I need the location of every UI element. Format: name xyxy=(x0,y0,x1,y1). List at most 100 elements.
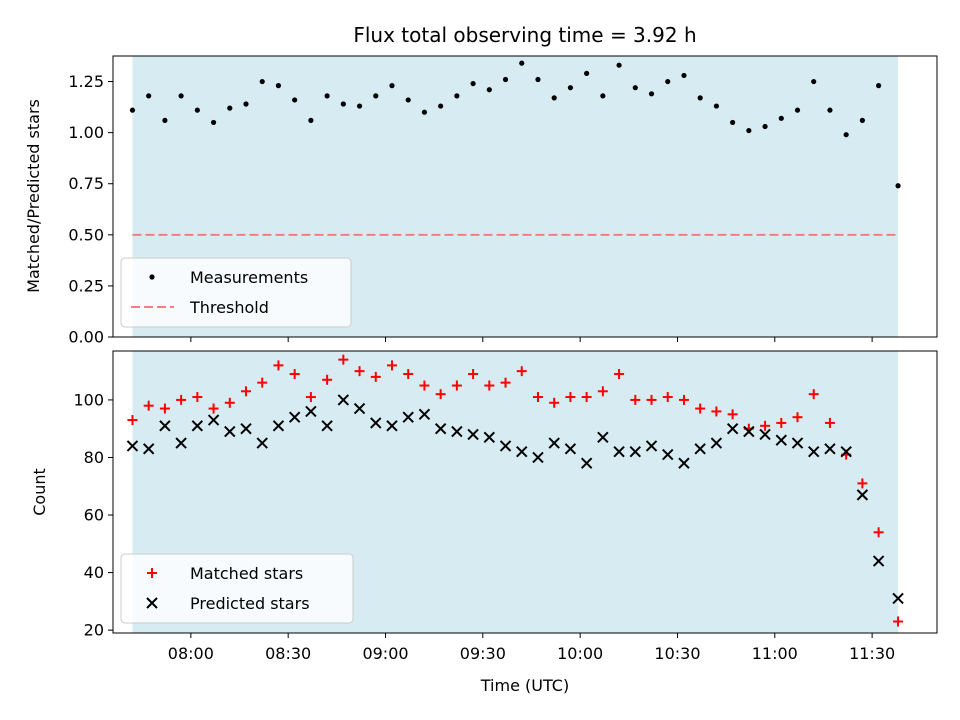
predicted-star-point xyxy=(597,431,609,444)
matched-star-point xyxy=(792,412,803,423)
measurement-point xyxy=(681,72,687,79)
bottom-legend-box xyxy=(120,553,354,624)
top-legend-box xyxy=(120,257,352,328)
predicted-star-point xyxy=(499,440,512,452)
bottom-legend-label-predicted: Predicted stars xyxy=(190,594,310,613)
measurement-point xyxy=(859,117,865,123)
matched-star-point xyxy=(597,386,608,397)
predicted-star-point xyxy=(353,402,366,415)
predicted-star-point xyxy=(516,446,528,458)
measurement-point xyxy=(876,83,882,89)
predicted-star-point xyxy=(808,446,820,458)
predicted-star-point xyxy=(743,425,755,438)
predicted-star-point xyxy=(288,411,301,423)
predicted-star-point xyxy=(207,414,220,426)
top-legend-marker-measurements xyxy=(149,274,155,280)
matched-star-point xyxy=(646,394,657,405)
matched-star-point xyxy=(419,380,430,391)
measurement-point xyxy=(454,93,460,99)
bottom-legend-marker-matched xyxy=(147,568,157,578)
matched-star-point xyxy=(159,403,170,414)
matched-star-point xyxy=(873,527,884,538)
measurement-point xyxy=(746,127,752,134)
matched-star-point xyxy=(257,377,268,388)
matched-star-point xyxy=(532,392,543,403)
bottom-xtick-label: 09:30 xyxy=(460,644,506,663)
measurement-point xyxy=(895,183,901,189)
matched-star-point xyxy=(338,354,349,365)
matched-star-point xyxy=(549,397,560,408)
predicted-star-point xyxy=(726,422,739,435)
measurement-point xyxy=(210,119,217,126)
matched-star-point xyxy=(241,386,252,397)
bottom-panel: 20 40 60 80 100 08:00 08:30 09:00 09:30 10:00 10:… xyxy=(30,350,938,695)
predicted-star-point xyxy=(337,394,350,406)
top-y-axis-label: Matched/Predicted stars xyxy=(24,99,43,293)
matched-star-point xyxy=(824,417,835,428)
bottom-legend-label-matched: Matched stars xyxy=(190,564,303,583)
measurement-point xyxy=(194,107,200,113)
matched-star-point xyxy=(289,369,300,380)
matched-star-point xyxy=(435,389,446,400)
predicted-star-point xyxy=(191,420,204,432)
matched-star-point xyxy=(857,478,868,489)
predicted-star-point xyxy=(548,437,560,449)
predicted-star-point xyxy=(775,434,787,446)
measurement-point xyxy=(470,80,476,87)
predicted-star-point xyxy=(856,489,869,501)
measurement-point xyxy=(843,132,849,138)
predicted-star-point xyxy=(645,440,658,452)
measurement-point xyxy=(794,107,801,113)
matched-star-point xyxy=(776,417,787,428)
measurement-point xyxy=(373,93,379,99)
measurement-point xyxy=(356,103,363,109)
matched-star-point xyxy=(500,377,511,388)
matched-star-point xyxy=(143,400,154,411)
matched-star-point xyxy=(192,392,203,403)
bottom-ytick-label: 100 xyxy=(73,390,104,409)
measurement-point xyxy=(811,78,817,85)
predicted-star-point xyxy=(224,425,236,438)
top-panel: 0.00 0.25 0.50 0.75 1.00 1.25 Flux total obse… xyxy=(24,23,938,347)
matched-star-point xyxy=(370,371,381,382)
measurement-point xyxy=(632,85,638,91)
predicted-star-point xyxy=(370,417,382,429)
bottom-legend-marker-predicted xyxy=(146,597,158,609)
measurement-point xyxy=(405,97,411,103)
bottom-xtick-label: 08:30 xyxy=(265,644,311,663)
matched-star-point xyxy=(678,394,689,405)
matched-star-point xyxy=(711,406,722,417)
measurement-point xyxy=(535,76,541,83)
measurement-point xyxy=(146,93,152,99)
measurement-point xyxy=(438,103,444,109)
matched-star-point xyxy=(208,403,219,414)
measurement-point xyxy=(730,119,736,126)
measurement-point xyxy=(519,60,525,66)
predicted-star-point xyxy=(532,451,544,464)
predicted-star-point xyxy=(321,420,333,432)
bottom-ytick-label: 20 xyxy=(84,621,104,640)
measurement-point xyxy=(827,107,833,113)
bottom-xtick-label: 10:00 xyxy=(557,644,603,663)
predicted-star-point xyxy=(892,592,904,605)
top-legend-label-threshold: Threshold xyxy=(189,298,269,317)
measurement-point xyxy=(162,117,168,123)
measurement-point xyxy=(665,78,671,85)
measurement-point xyxy=(648,91,655,97)
matched-star-point xyxy=(727,409,738,420)
measurement-point xyxy=(292,97,298,103)
bottom-ytick-label: 40 xyxy=(84,563,104,582)
matched-star-point xyxy=(127,415,138,426)
measurement-point xyxy=(616,62,622,68)
top-plot-frame xyxy=(112,55,938,338)
matched-star-point xyxy=(224,397,235,408)
predicted-star-point xyxy=(126,440,139,452)
predicted-star-point xyxy=(564,443,577,455)
bottom-y-axis-label: Count xyxy=(30,468,49,516)
matched-star-point xyxy=(322,374,333,385)
measurement-point xyxy=(778,115,784,121)
bottom-ytick-label: 60 xyxy=(84,506,104,525)
matched-star-point xyxy=(516,366,527,377)
bottom-plot-frame xyxy=(112,350,938,634)
